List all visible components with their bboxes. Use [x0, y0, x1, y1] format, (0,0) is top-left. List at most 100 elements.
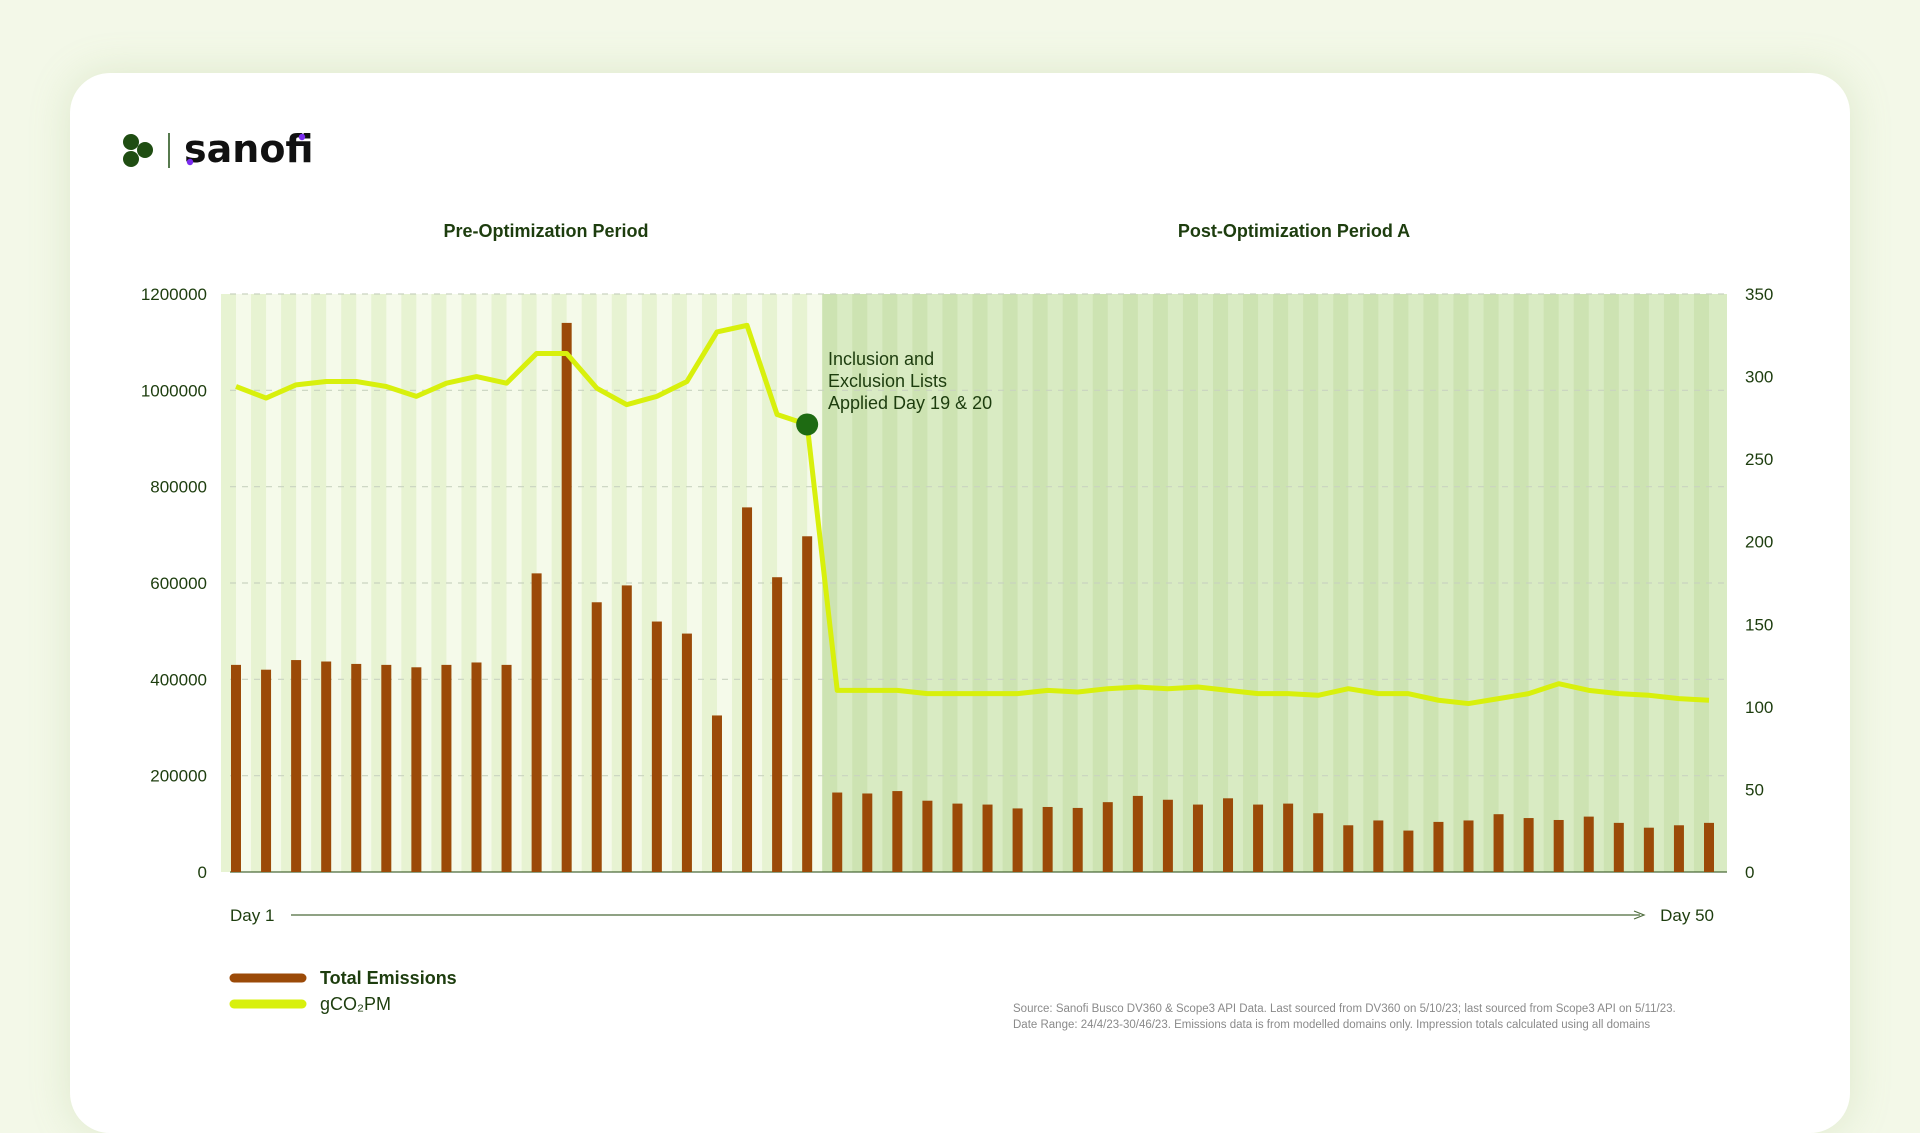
day-stripe	[1333, 294, 1349, 872]
emissions-bar	[321, 661, 332, 872]
emissions-chart: sanofi Pre-Optimization Period Post-Opti…	[123, 127, 1773, 1031]
emissions-bar	[1704, 822, 1714, 872]
emissions-bar	[892, 791, 903, 872]
emissions-bar	[1613, 822, 1624, 872]
day-stripe	[882, 294, 898, 872]
annotation-line: Applied Day 19 & 20	[828, 393, 992, 413]
emissions-bar	[1553, 819, 1564, 872]
source-note: Date Range: 24/4/23-30/46/23. Emissions …	[1013, 1019, 1650, 1031]
emissions-bar	[1313, 813, 1324, 872]
sanofi-logo: sanofi	[123, 127, 314, 171]
day-stripe	[1453, 294, 1469, 872]
emissions-bar	[1223, 798, 1234, 872]
emissions-bar	[291, 660, 302, 872]
emissions-bar	[1643, 827, 1654, 872]
sanofi-cluster-icon	[123, 134, 153, 167]
y-left-tick-label: 1000000	[141, 381, 207, 400]
day-stripe	[1092, 294, 1108, 872]
annotation-line: Inclusion and	[828, 349, 934, 369]
emissions-bar	[1253, 804, 1264, 872]
emissions-bar	[591, 602, 602, 872]
emissions-bar	[351, 663, 362, 872]
day-stripe	[972, 294, 988, 872]
day-stripe	[942, 294, 958, 872]
brand-name: sanofi	[184, 127, 314, 171]
emissions-bar	[651, 621, 662, 872]
arrow-head-icon	[1633, 910, 1646, 920]
emissions-bar	[621, 585, 632, 872]
day-stripe	[1152, 294, 1168, 872]
y-left-tick-label: 200000	[150, 767, 207, 786]
emissions-bar	[261, 669, 272, 872]
emissions-bar	[862, 793, 873, 872]
emissions-bar	[1673, 825, 1684, 872]
emissions-bar	[531, 573, 542, 872]
day-stripe	[1212, 294, 1229, 872]
emissions-bar	[1493, 814, 1504, 872]
emissions-bar	[1373, 820, 1384, 872]
x-axis-end-label: Day 50	[1660, 906, 1714, 925]
day-stripe	[1693, 294, 1709, 872]
x-axis-start-label: Day 1	[230, 906, 274, 925]
y-left-tick-label: 1200000	[141, 285, 207, 304]
day-stripe	[1032, 294, 1048, 872]
emissions-bar	[1192, 804, 1203, 872]
day-stripe	[1633, 294, 1649, 872]
pre-period-title: Pre-Optimization Period	[443, 221, 648, 241]
emissions-bar	[1012, 808, 1023, 872]
emissions-bar	[982, 804, 993, 872]
emissions-bar	[711, 715, 722, 872]
emissions-bar	[1463, 820, 1474, 872]
emissions-bar	[1102, 802, 1113, 872]
y-right-tick-label: 100	[1745, 698, 1773, 717]
emissions-bar	[471, 662, 482, 872]
legend: Total Emissions gCO₂PM	[229, 968, 457, 1014]
emissions-bar	[681, 633, 692, 872]
emissions-bar	[1162, 799, 1173, 872]
day-stripe	[822, 294, 838, 872]
day-stripe	[1573, 294, 1589, 872]
y-right-tick-label: 300	[1745, 368, 1773, 387]
day-stripe	[1513, 294, 1529, 872]
day-stripe	[1273, 294, 1289, 872]
annotation-marker	[796, 413, 819, 436]
emissions-bar	[1583, 816, 1594, 872]
source-note: Source: Sanofi Busco DV360 & Scope3 API …	[1013, 1003, 1676, 1015]
y-right-tick-label: 50	[1745, 780, 1764, 799]
y-right-tick-label: 150	[1745, 615, 1773, 634]
y-left-tick-label: 0	[198, 863, 207, 882]
emissions-bar	[1433, 821, 1444, 872]
emissions-bar	[922, 800, 933, 872]
y-right-tick-label: 200	[1745, 533, 1773, 552]
annotation: Inclusion and Exclusion Lists Applied Da…	[828, 349, 992, 413]
emissions-bar	[441, 664, 452, 872]
emissions-bar	[1403, 830, 1414, 872]
emissions-bar	[1283, 803, 1294, 872]
emissions-bar	[561, 322, 572, 872]
annotation-line: Exclusion Lists	[828, 371, 947, 391]
gco2pm-line	[235, 322, 1710, 707]
day-stripe	[1393, 294, 1409, 872]
emissions-bar	[1343, 825, 1354, 872]
emissions-bar	[742, 507, 753, 872]
emissions-bar	[411, 667, 422, 872]
post-period-title: Post-Optimization Period A	[1178, 221, 1410, 241]
y-left-tick-label: 400000	[150, 670, 207, 689]
emissions-bar	[231, 664, 241, 872]
emissions-bar	[501, 664, 512, 872]
legend-label: gCO₂PM	[320, 994, 391, 1014]
emissions-bar	[1072, 807, 1083, 872]
y-left-tick-label: 600000	[150, 574, 207, 593]
emissions-bar	[1132, 795, 1143, 872]
emissions-bar	[1042, 806, 1053, 872]
y-left-tick-label: 800000	[150, 478, 207, 497]
emissions-bar	[952, 803, 963, 872]
y-right-tick-label: 350	[1745, 285, 1773, 304]
emissions-bar	[1523, 818, 1534, 872]
y-right-tick-label: 250	[1745, 450, 1773, 469]
legend-label: Total Emissions	[320, 968, 457, 988]
emissions-bar	[381, 664, 392, 872]
emissions-bar	[802, 536, 813, 872]
y-right-tick-label: 0	[1745, 863, 1754, 882]
emissions-bar	[772, 577, 783, 872]
